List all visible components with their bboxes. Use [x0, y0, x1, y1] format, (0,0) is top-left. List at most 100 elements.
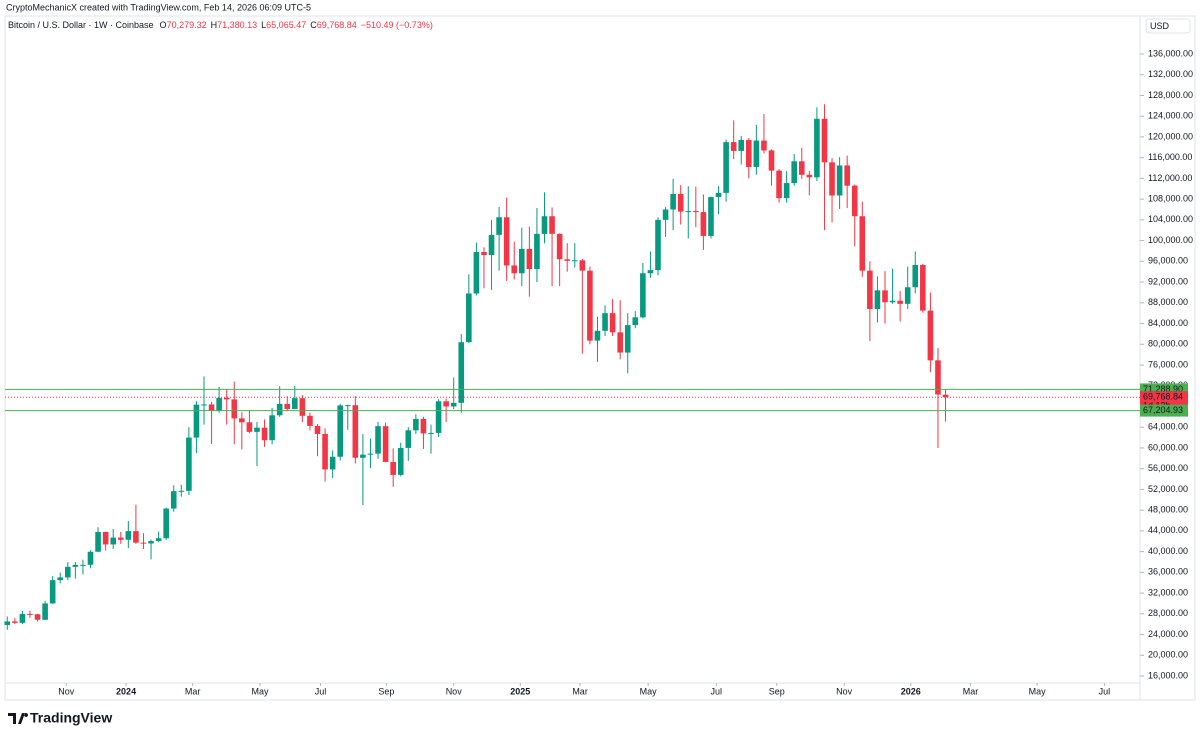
- candle-body: [140, 542, 147, 544]
- candle-body: [829, 162, 835, 196]
- x-tick-label: 2024: [116, 686, 136, 696]
- brand: TradingView: [30, 710, 112, 726]
- change: −510.49 (−0.73%): [361, 20, 433, 30]
- candle-body: [882, 290, 888, 303]
- candle-body: [466, 293, 472, 343]
- x-tick-label: Sep: [378, 686, 394, 696]
- candle-body: [292, 398, 298, 410]
- y-tick-label: 92,000.00: [1148, 276, 1188, 286]
- candle-body: [851, 185, 858, 217]
- candle-body: [602, 313, 608, 331]
- y-tick-label: 100,000.00: [1148, 235, 1193, 245]
- candle-body: [42, 603, 48, 620]
- brand-logo: TradingView: [8, 710, 112, 726]
- y-tick-label: 88,000.00: [1148, 297, 1188, 307]
- candle-body: [503, 217, 510, 266]
- candle-body: [571, 260, 578, 262]
- candle-body: [912, 264, 919, 288]
- y-tick-label: 128,000.00: [1148, 90, 1193, 100]
- candle-body: [488, 234, 495, 256]
- candle-body: [519, 248, 525, 274]
- y-tick-label: 40,000.00: [1148, 546, 1188, 556]
- y-tick-label: 32,000.00: [1148, 587, 1188, 597]
- candle-body: [208, 404, 215, 411]
- y-tick-label: 36,000.00: [1148, 567, 1188, 577]
- candle-body: [738, 140, 745, 151]
- candle-body: [299, 398, 306, 416]
- ohlc-value: 69,768.84: [317, 20, 357, 30]
- candle-body: [632, 317, 639, 326]
- candle-body: [49, 580, 56, 604]
- candle-body: [715, 192, 722, 198]
- candle-body: [450, 402, 457, 407]
- x-tick-label: Sep: [769, 686, 785, 696]
- candle-body: [617, 332, 623, 353]
- candle-body: [314, 425, 321, 434]
- candle-body: [624, 325, 631, 353]
- candle-body: [609, 313, 616, 333]
- candle-body: [125, 531, 132, 540]
- candle-body: [435, 401, 442, 433]
- candle-body: [148, 541, 154, 544]
- candle-body: [859, 216, 866, 271]
- price-label: 67,204.93: [1143, 405, 1183, 415]
- candle-body: [27, 613, 33, 615]
- candle-body: [413, 418, 419, 431]
- candle-body: [4, 621, 11, 625]
- y-tick-label: 120,000.00: [1148, 131, 1193, 141]
- candle-body: [640, 273, 646, 318]
- candle-body: [768, 150, 775, 171]
- x-tick-label: Nov: [446, 686, 463, 696]
- candle-body: [685, 211, 692, 213]
- ohlc-key: C: [310, 20, 317, 30]
- candle-body: [72, 564, 79, 567]
- candle-body: [867, 270, 873, 310]
- candle-body: [708, 197, 714, 236]
- x-tick-label: May: [251, 686, 269, 696]
- y-tick-label: 56,000.00: [1148, 463, 1188, 473]
- y-tick-label: 136,000.00: [1148, 48, 1193, 58]
- y-tick-label: 84,000.00: [1148, 318, 1188, 328]
- y-tick-label: 48,000.00: [1148, 505, 1188, 515]
- y-tick-label: 80,000.00: [1148, 339, 1188, 349]
- candle-body: [34, 614, 41, 620]
- candle-body: [246, 422, 253, 432]
- y-tick-label: 116,000.00: [1148, 152, 1192, 162]
- x-tick-label: 2026: [901, 686, 921, 696]
- candle-body: [65, 566, 71, 578]
- candle-body: [662, 209, 669, 220]
- candle-body: [496, 217, 502, 235]
- candle-body: [746, 140, 752, 167]
- candle-body: [155, 538, 162, 542]
- candle-body: [80, 564, 86, 566]
- candle-body: [670, 193, 676, 210]
- candle-body: [814, 118, 820, 178]
- candle-body: [201, 404, 207, 406]
- x-tick-label: Jul: [1099, 686, 1111, 696]
- candle-body: [730, 142, 737, 151]
- candle-body: [700, 212, 707, 236]
- candle-body: [821, 118, 828, 163]
- candle-body: [231, 399, 238, 419]
- x-tick-label: May: [1029, 686, 1047, 696]
- candle-body: [874, 290, 881, 310]
- price-label-box: [1140, 404, 1188, 417]
- ohlc-key: H: [211, 20, 218, 30]
- candle-body: [526, 248, 533, 270]
- candle-body: [420, 418, 427, 434]
- y-tick-label: 132,000.00: [1148, 69, 1193, 79]
- candle-body: [216, 397, 222, 411]
- candle-body: [889, 300, 896, 303]
- candle-body: [458, 342, 465, 403]
- y-tick-label: 96,000.00: [1148, 256, 1188, 266]
- candle-body: [344, 405, 351, 407]
- candle-body: [761, 140, 767, 151]
- candle-body: [133, 531, 139, 543]
- candle-body: [594, 330, 601, 341]
- candle-body: [307, 415, 313, 426]
- candle-body: [12, 621, 18, 623]
- candle-body: [647, 270, 654, 274]
- candle-body: [276, 403, 283, 416]
